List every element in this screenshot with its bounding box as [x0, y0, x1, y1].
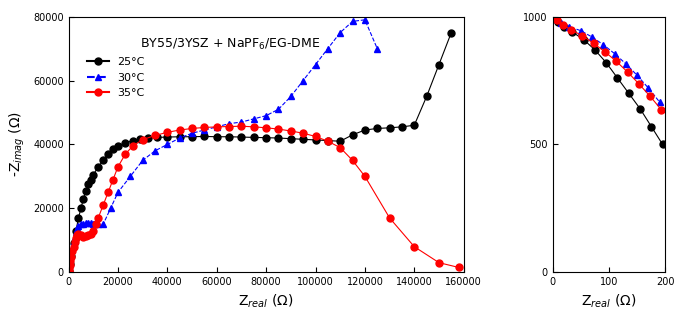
Text: BY55/3YSZ + NaPF$_6$/EG-DME: BY55/3YSZ + NaPF$_6$/EG-DME [140, 37, 320, 52]
Legend: 25°C, 30°C, 35°C: 25°C, 30°C, 35°C [82, 53, 150, 103]
Y-axis label: -Z$_{imag}$ (Ω): -Z$_{imag}$ (Ω) [8, 112, 27, 177]
X-axis label: Z$_{real}$ (Ω): Z$_{real}$ (Ω) [581, 292, 637, 310]
X-axis label: Z$_{real}$ (Ω): Z$_{real}$ (Ω) [239, 292, 294, 310]
